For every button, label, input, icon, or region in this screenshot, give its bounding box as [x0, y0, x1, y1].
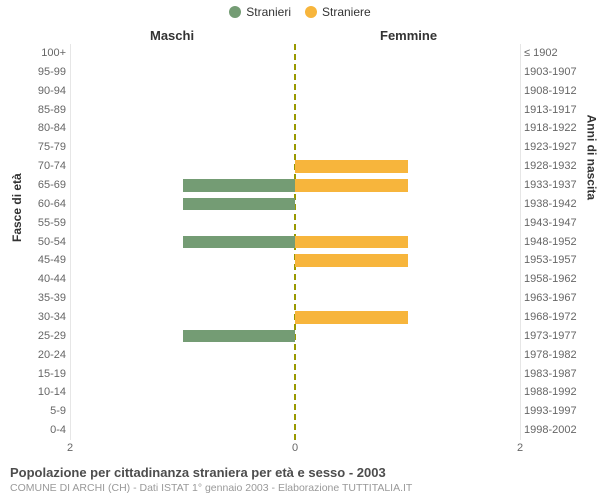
age-label: 15-19 [0, 365, 66, 384]
age-label: 95-99 [0, 63, 66, 82]
birth-year-label: 1903-1907 [524, 63, 600, 82]
legend-item-male: Stranieri [229, 5, 291, 19]
age-label: 5-9 [0, 402, 66, 421]
bar-row [70, 176, 520, 195]
age-label: 50-54 [0, 233, 66, 252]
bar-row [70, 138, 520, 157]
birth-year-label: 1988-1992 [524, 383, 600, 402]
age-label: 90-94 [0, 82, 66, 101]
y-axis-age-labels: 100+95-9990-9485-8980-8475-7970-7465-696… [0, 44, 66, 440]
column-header-male: Maschi [150, 28, 194, 43]
bar-row [70, 402, 520, 421]
x-tick-label: 2 [67, 442, 73, 454]
age-label: 35-39 [0, 289, 66, 308]
birth-year-label: 1958-1962 [524, 270, 600, 289]
legend-swatch-male [229, 6, 241, 18]
birth-year-label: 1998-2002 [524, 421, 600, 440]
legend-item-female: Straniere [305, 5, 371, 19]
chart-title: Popolazione per cittadinanza straniera p… [10, 465, 412, 480]
bar-row [70, 289, 520, 308]
age-label: 0-4 [0, 421, 66, 440]
female-bar [295, 236, 408, 249]
birth-year-label: 1943-1947 [524, 214, 600, 233]
age-label: 25-29 [0, 327, 66, 346]
birth-year-label: 1968-1972 [524, 308, 600, 327]
bar-row [70, 233, 520, 252]
legend-swatch-female [305, 6, 317, 18]
bar-row [70, 308, 520, 327]
age-label: 60-64 [0, 195, 66, 214]
birth-year-label: 1918-1922 [524, 119, 600, 138]
bar-row [70, 270, 520, 289]
bar-row [70, 365, 520, 384]
male-bar [183, 330, 296, 343]
birth-year-label: 1933-1937 [524, 176, 600, 195]
chart-subtitle: COMUNE DI ARCHI (CH) - Dati ISTAT 1° gen… [10, 482, 412, 494]
age-label: 65-69 [0, 176, 66, 195]
bar-rows [70, 44, 520, 440]
age-label: 75-79 [0, 138, 66, 157]
age-label: 30-34 [0, 308, 66, 327]
bar-row [70, 383, 520, 402]
y-axis-birth-labels: ≤ 19021903-19071908-19121913-19171918-19… [524, 44, 600, 440]
gridline [520, 44, 521, 440]
legend-label-male: Stranieri [246, 5, 291, 19]
bar-row [70, 119, 520, 138]
x-tick-label: 2 [517, 442, 523, 454]
age-label: 100+ [0, 44, 66, 63]
birth-year-label: 1993-1997 [524, 402, 600, 421]
bar-row [70, 44, 520, 63]
column-header-female: Femmine [380, 28, 437, 43]
birth-year-label: 1923-1927 [524, 138, 600, 157]
x-tick-label: 0 [292, 442, 298, 454]
male-bar [183, 236, 296, 249]
birth-year-label: 1938-1942 [524, 195, 600, 214]
female-bar [295, 179, 408, 192]
female-bar [295, 254, 408, 267]
male-bar [183, 198, 296, 211]
bar-row [70, 346, 520, 365]
bar-row [70, 82, 520, 101]
female-bar [295, 311, 408, 324]
chart-footer: Popolazione per cittadinanza straniera p… [10, 465, 412, 494]
birth-year-label: 1928-1932 [524, 157, 600, 176]
age-label: 70-74 [0, 157, 66, 176]
birth-year-label: 1983-1987 [524, 365, 600, 384]
female-bar [295, 160, 408, 173]
age-label: 80-84 [0, 119, 66, 138]
age-label: 40-44 [0, 270, 66, 289]
age-label: 85-89 [0, 101, 66, 120]
bar-row [70, 157, 520, 176]
birth-year-label: 1973-1977 [524, 327, 600, 346]
x-axis-labels: 2 0 2 [70, 442, 520, 456]
birth-year-label: 1953-1957 [524, 251, 600, 270]
age-label: 20-24 [0, 346, 66, 365]
bar-row [70, 327, 520, 346]
plot-area [70, 44, 520, 440]
bar-row [70, 101, 520, 120]
bar-row [70, 214, 520, 233]
bar-row [70, 195, 520, 214]
birth-year-label: ≤ 1902 [524, 44, 600, 63]
bar-row [70, 63, 520, 82]
birth-year-label: 1913-1917 [524, 101, 600, 120]
age-label: 55-59 [0, 214, 66, 233]
male-bar [183, 179, 296, 192]
birth-year-label: 1948-1952 [524, 233, 600, 252]
birth-year-label: 1908-1912 [524, 82, 600, 101]
age-label: 45-49 [0, 251, 66, 270]
legend: Stranieri Straniere [0, 5, 600, 19]
bar-row [70, 251, 520, 270]
legend-label-female: Straniere [322, 5, 371, 19]
age-label: 10-14 [0, 383, 66, 402]
population-pyramid-chart: Stranieri Straniere Maschi Femmine Fasce… [0, 0, 600, 500]
birth-year-label: 1978-1982 [524, 346, 600, 365]
bar-row [70, 421, 520, 440]
birth-year-label: 1963-1967 [524, 289, 600, 308]
